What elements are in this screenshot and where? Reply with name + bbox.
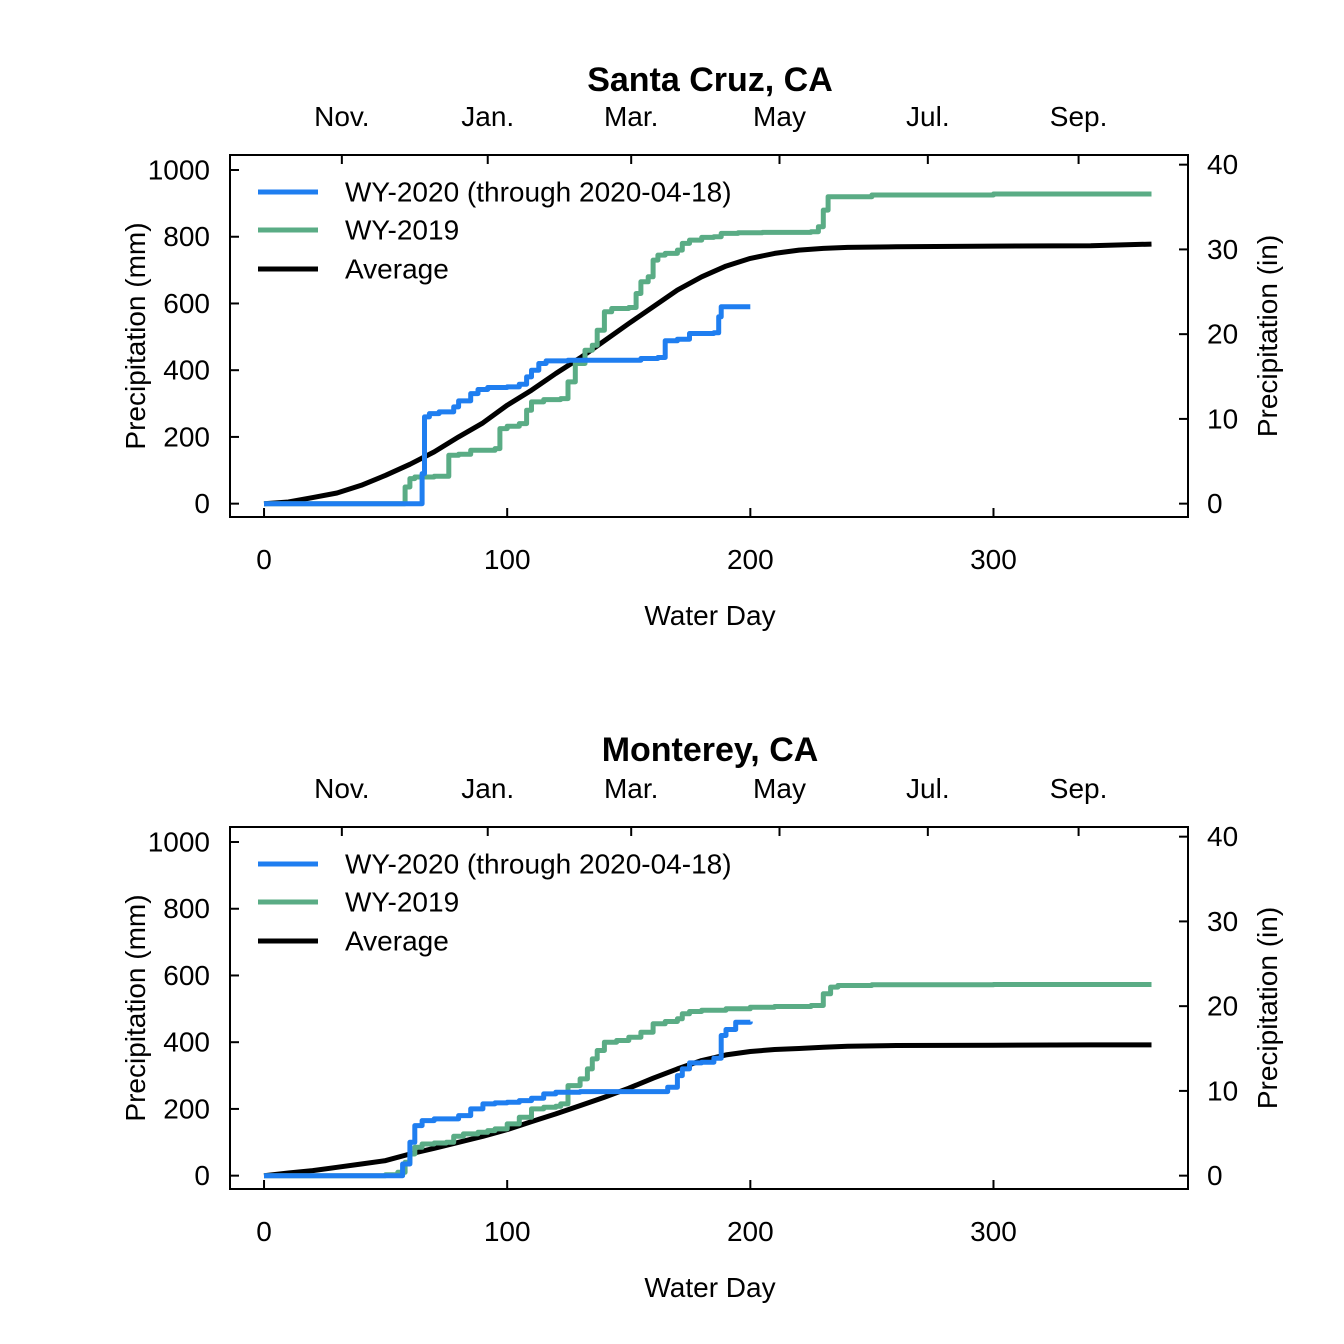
y-right-tick-label: 40 bbox=[1207, 149, 1238, 180]
axis-ticks bbox=[230, 827, 1188, 1189]
y-tick-label: 400 bbox=[163, 1027, 210, 1058]
x-tick-labels: 0 100 200 300 bbox=[256, 544, 1017, 575]
y-tick-label: 400 bbox=[163, 355, 210, 386]
y-tick-label: 0 bbox=[194, 1160, 210, 1191]
month-label: Mar. bbox=[604, 101, 658, 132]
series-line-wy-2020 bbox=[264, 1019, 753, 1179]
month-label: Mar. bbox=[604, 773, 658, 804]
y-tick-label: 1000 bbox=[148, 827, 210, 858]
series-line-wy-2019 bbox=[264, 982, 1152, 1179]
y-right-tick-label: 30 bbox=[1207, 234, 1238, 265]
chart-title: Santa Cruz, CA bbox=[587, 61, 833, 99]
legend-label: WY-2019 bbox=[345, 215, 459, 246]
x-tick-label: 100 bbox=[484, 1216, 531, 1247]
y-right-tick-label: 30 bbox=[1207, 906, 1238, 937]
y-tick-label: 800 bbox=[163, 893, 210, 924]
legend-label: WY-2020 (through 2020-04-18) bbox=[345, 849, 732, 880]
axis-ticks bbox=[230, 155, 1188, 517]
plot-frame bbox=[229, 154, 1189, 518]
chart-monterey: Monterey, CA Nov. Jan. Mar. May Jul. Sep… bbox=[120, 731, 1283, 1303]
y-tick-label: 200 bbox=[163, 421, 210, 452]
y-axis-label: Precipitation (mm) bbox=[120, 222, 151, 449]
y-right-tick-label: 10 bbox=[1207, 1075, 1238, 1106]
y-right-tick-label: 40 bbox=[1207, 821, 1238, 852]
legend-label: WY-2019 bbox=[345, 887, 459, 918]
x-tick-label: 300 bbox=[970, 1216, 1017, 1247]
x-tick-labels: 0 100 200 300 bbox=[256, 1216, 1017, 1247]
x-tick-label: 0 bbox=[256, 1216, 272, 1247]
y-axis-right-label: Precipitation (in) bbox=[1252, 235, 1283, 437]
y-right-tick-labels: 0 10 20 30 40 bbox=[1207, 149, 1238, 519]
x-tick-label: 0 bbox=[256, 544, 272, 575]
series-line-wy-2020 bbox=[264, 304, 751, 507]
month-label: Jan. bbox=[461, 773, 514, 804]
y-right-tick-label: 10 bbox=[1207, 403, 1238, 434]
x-tick-label: 200 bbox=[727, 1216, 774, 1247]
y-right-tick-label: 0 bbox=[1207, 488, 1223, 519]
legend-label: WY-2020 (through 2020-04-18) bbox=[345, 177, 732, 208]
month-label: Jul. bbox=[906, 773, 950, 804]
month-label: May bbox=[753, 773, 806, 804]
month-label: Sep. bbox=[1050, 773, 1108, 804]
month-label: May bbox=[753, 101, 806, 132]
y-tick-label: 800 bbox=[163, 221, 210, 252]
y-right-tick-labels: 0 10 20 30 40 bbox=[1207, 821, 1238, 1191]
month-label: Nov. bbox=[314, 773, 370, 804]
y-tick-labels: 0 200 400 600 800 1000 bbox=[148, 155, 210, 520]
x-tick-label: 300 bbox=[970, 544, 1017, 575]
legend-label: Average bbox=[345, 254, 449, 285]
x-tick-label: 200 bbox=[727, 544, 774, 575]
series-lines bbox=[263, 982, 1152, 1179]
y-tick-label: 1000 bbox=[148, 155, 210, 186]
y-right-tick-label: 20 bbox=[1207, 319, 1238, 350]
legend-label: Average bbox=[345, 926, 449, 957]
y-axis-right-label: Precipitation (in) bbox=[1252, 907, 1283, 1109]
x-axis-label: Water Day bbox=[644, 600, 775, 631]
y-tick-labels: 0 200 400 600 800 1000 bbox=[148, 827, 210, 1192]
y-axis-label: Precipitation (mm) bbox=[120, 894, 151, 1121]
series-line-wy-2019 bbox=[264, 191, 1152, 507]
series-line-average bbox=[263, 1042, 1152, 1179]
y-tick-label: 600 bbox=[163, 288, 210, 319]
legend: WY-2020 (through 2020-04-18) WY-2019 Ave… bbox=[258, 177, 732, 285]
month-label: Jan. bbox=[461, 101, 514, 132]
month-label: Sep. bbox=[1050, 101, 1108, 132]
chart-santa-cruz: Santa Cruz, CA Nov. Jan. Mar. May Jul. S… bbox=[120, 61, 1283, 631]
chart-title: Monterey, CA bbox=[602, 731, 819, 769]
y-tick-label: 200 bbox=[163, 1093, 210, 1124]
y-tick-label: 600 bbox=[163, 960, 210, 991]
month-label: Jul. bbox=[906, 101, 950, 132]
series-line-average bbox=[263, 241, 1152, 507]
y-right-tick-label: 20 bbox=[1207, 991, 1238, 1022]
x-axis-label: Water Day bbox=[644, 1272, 775, 1303]
legend: WY-2020 (through 2020-04-18) WY-2019 Ave… bbox=[258, 849, 732, 957]
month-labels: Nov. Jan. Mar. May Jul. Sep. bbox=[314, 101, 1107, 132]
y-tick-label: 0 bbox=[194, 488, 210, 519]
month-labels: Nov. Jan. Mar. May Jul. Sep. bbox=[314, 773, 1107, 804]
x-tick-label: 100 bbox=[484, 544, 531, 575]
plot-frame bbox=[229, 826, 1189, 1190]
series-lines bbox=[263, 191, 1152, 507]
y-right-tick-label: 0 bbox=[1207, 1160, 1223, 1191]
month-label: Nov. bbox=[314, 101, 370, 132]
